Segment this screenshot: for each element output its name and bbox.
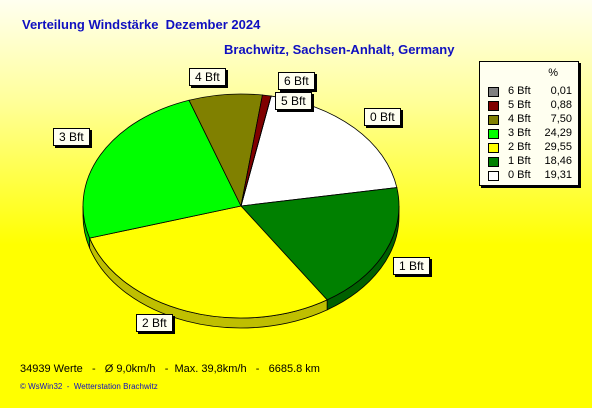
legend-item-name: 3 Bft [508, 127, 531, 139]
legend-swatch [488, 101, 499, 111]
slice-label-4bft: 4 Bft [189, 68, 226, 86]
legend-item-name: 1 Bft [508, 155, 531, 167]
legend-item-value: 0,88 [550, 99, 572, 111]
legend-item-name: 6 Bft [508, 85, 531, 97]
legend-item-value: 7,50 [550, 113, 572, 125]
slice-label-3bft: 3 Bft [53, 128, 90, 146]
slice-label-1bft: 1 Bft [393, 257, 430, 275]
pie-slice-2bft [89, 205, 328, 319]
legend-swatch [488, 129, 499, 139]
legend-item-name: 0 Bft [508, 169, 531, 181]
legend-swatch [488, 115, 499, 125]
legend-swatch [488, 87, 499, 97]
legend-item: 5 Bft 0,88 [488, 98, 574, 112]
legend-item-value: 0,01 [550, 85, 572, 97]
chart-subtitle: Brachwitz, Sachsen-Anhalt, Germany [224, 42, 455, 57]
footer-copyright: © WsWin32 - Wetterstation Brachwitz [20, 382, 158, 391]
slice-label-2bft: 2 Bft [136, 314, 173, 332]
legend-swatch [488, 143, 499, 153]
slice-label-6bft: 6 Bft [278, 72, 315, 90]
slice-label-0bft: 0 Bft [364, 108, 401, 126]
legend-item-name: 4 Bft [508, 113, 531, 125]
legend-item-value: 18,46 [544, 155, 572, 167]
chart-title: Verteilung Windstärke Dezember 2024 [22, 17, 261, 32]
legend-item-value: 24,29 [544, 127, 572, 139]
legend-item-value: 29,55 [544, 141, 572, 153]
legend-item-name: 2 Bft [508, 141, 531, 153]
legend-unit-header: % [548, 67, 558, 79]
pie-slice-6bft [240, 95, 272, 207]
legend-item: 0 Bft 19,31 [488, 168, 574, 182]
pie-slice-1bft [240, 187, 400, 301]
legend-item-name: 5 Bft [508, 99, 531, 111]
legend-item: 4 Bft 7,50 [488, 112, 574, 126]
legend-item: 3 Bft 24,29 [488, 126, 574, 140]
legend-swatch [488, 171, 499, 181]
slice-label-5bft: 5 Bft [275, 92, 312, 110]
legend: % 6 Bft 0,01 5 Bft 0,88 4 Bft 7,50 3 Bft… [479, 61, 579, 186]
pie-slice-3bft [82, 99, 242, 239]
legend-item-value: 19,31 [544, 169, 572, 181]
legend-item: 1 Bft 18,46 [488, 154, 574, 168]
legend-item: 6 Bft 0,01 [488, 84, 574, 98]
footer-stats: 34939 Werte - Ø 9,0km/h - Max. 39,8km/h … [20, 363, 320, 375]
legend-swatch [488, 157, 499, 167]
legend-item: 2 Bft 29,55 [488, 140, 574, 154]
